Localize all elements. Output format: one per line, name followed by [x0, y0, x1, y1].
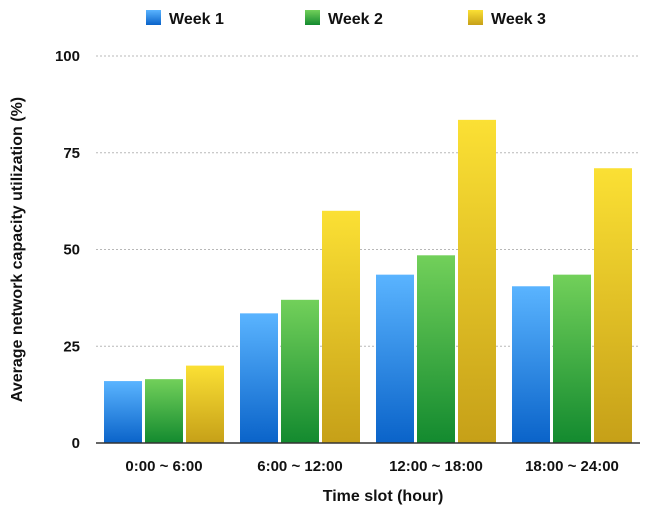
- y-tick-label: 75: [63, 145, 80, 162]
- bar-week-1-1: [240, 313, 278, 443]
- bar-week-2-1: [281, 299, 319, 443]
- bar-week-3-3: [594, 168, 632, 444]
- bar-week-1-3: [512, 286, 550, 443]
- bar-week-3-2: [458, 119, 496, 443]
- legend-label: Week 1: [169, 11, 224, 28]
- x-axis-title: Time slot (hour): [323, 488, 444, 505]
- y-tick-label: 100: [55, 48, 80, 65]
- legend-label: Week 2: [328, 11, 383, 28]
- bars: [104, 119, 632, 444]
- y-tick-label: 25: [63, 338, 80, 355]
- legend-label: Week 3: [491, 11, 546, 28]
- y-axis-ticks: 0 25 50 75 100: [55, 48, 80, 452]
- x-axis-ticks: 0:00 ~ 6:00 6:00 ~ 12:00 12:00 ~ 18:00 18:0…: [125, 458, 618, 475]
- x-tick-label: 12:00 ~ 18:00: [389, 458, 483, 475]
- legend-swatch: [468, 10, 483, 25]
- y-tick-label: 0: [72, 435, 80, 452]
- bar-week-2-3: [553, 274, 591, 443]
- legend: Week 1 Week 2 Week 3: [146, 10, 546, 28]
- x-tick-label: 0:00 ~ 6:00: [125, 458, 202, 475]
- legend-item-week-1: Week 1: [146, 10, 224, 28]
- legend-swatch: [305, 10, 320, 25]
- y-tick-label: 50: [63, 242, 80, 259]
- y-axis-title: Average network capacity utilization (%): [9, 97, 26, 402]
- legend-swatch: [146, 10, 161, 25]
- x-tick-label: 18:00 ~ 24:00: [525, 458, 619, 475]
- legend-item-week-3: Week 3: [468, 10, 546, 28]
- bar-week-3-0: [186, 365, 224, 443]
- bar-week-2-0: [145, 379, 183, 443]
- bar-week-3-1: [322, 210, 360, 443]
- x-tick-label: 6:00 ~ 12:00: [257, 458, 342, 475]
- bar-week-2-2: [417, 255, 455, 443]
- bar-week-1-0: [104, 381, 142, 443]
- legend-item-week-2: Week 2: [305, 10, 383, 28]
- bar-week-1-2: [376, 274, 414, 443]
